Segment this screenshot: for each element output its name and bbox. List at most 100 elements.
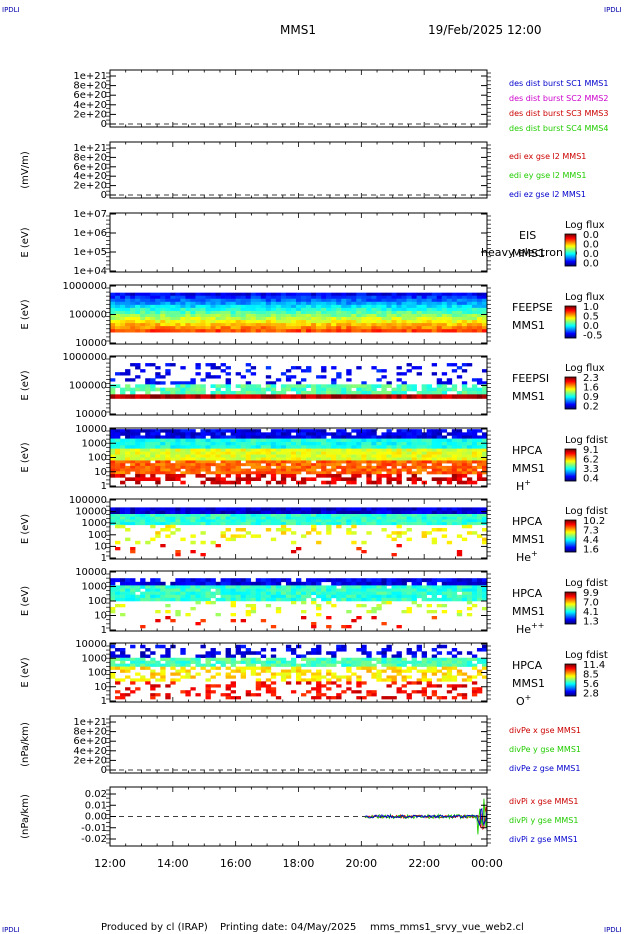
spectrogram-cell-hpca-he-2811	[255, 522, 262, 526]
spectrogram-cell-feepse-804	[416, 326, 422, 330]
spectrogram-cell-hpca-h-2447	[200, 480, 206, 485]
spectrogram-cell-feepse-952	[476, 301, 483, 306]
spectrogram-cell-hpca-hepp-3454	[336, 597, 342, 602]
spectrogram-cell-hpca-h-1819	[150, 454, 156, 458]
spectrogram-cell-hpca-o-3710	[200, 654, 206, 659]
spectrogram-cell-feepse-569	[326, 323, 332, 327]
colorbar-step-eis-0	[565, 234, 576, 236]
spectrogram-cell-feepse-400	[260, 323, 267, 327]
spectrogram-cell-hpca-h-2155	[185, 463, 191, 467]
spectrogram-cell-hpca-he-2726	[150, 519, 156, 523]
spectrogram-cell-hpca-h-2240	[280, 463, 287, 467]
spectrogram-cell-hpca-h-2041	[431, 448, 438, 452]
spectrogram-cell-hpca-hepp-3565	[451, 597, 458, 602]
spectrogram-cell-feepse-50	[125, 326, 131, 330]
spectrogram-cell-feepse-724	[386, 320, 392, 324]
spectrogram-cell-hpca-h-1840	[175, 457, 181, 461]
spectrogram-cell-feepsi-1209	[331, 387, 337, 392]
spectrogram-cell-hpca-he-3026	[245, 531, 252, 535]
spectrogram-cell-hpca-h-1652	[260, 445, 267, 449]
spectrogram-cell-feepse-665	[366, 298, 372, 303]
spectrogram-cell-hpca-o-3721	[235, 644, 241, 649]
spectrogram-cell-feepsi-1357	[471, 394, 478, 399]
spectrogram-cell-hpca-h-2238	[275, 471, 282, 475]
spectrogram-cell-feepse-828	[426, 320, 433, 324]
spectrogram-cell-hpca-he-2708	[130, 514, 136, 517]
spectrogram-cell-hpca-h-2417	[481, 463, 488, 467]
spectrogram-cell-hpca-o-3687	[115, 654, 121, 659]
spectrogram-cell-hpca-h-2298	[346, 465, 352, 469]
spectrogram-cell-feepsi-1176	[265, 387, 272, 392]
spectrogram-cell-hpca-o-3759	[366, 651, 372, 655]
spectrogram-cell-hpca-o-3921	[361, 660, 367, 664]
spectrogram-cell-feepsi-1019	[210, 375, 216, 379]
spectrogram-cell-hpca-h-2423	[120, 474, 126, 478]
spectrogram-cell-hpca-hepp-3420	[301, 585, 307, 589]
spectrogram-cell-feepse-683	[371, 313, 377, 318]
spectrogram-cell-feepse-634	[351, 323, 357, 327]
spectrogram-cell-hpca-hepp-3132	[200, 581, 206, 586]
spectrogram-cell-hpca-h-1680	[311, 438, 317, 443]
spectrogram-cell-hpca-hepp-3387	[265, 591, 272, 596]
spectrogram-cell-feepse-143	[165, 292, 171, 297]
spectrogram-cell-feepse-217	[190, 320, 196, 324]
spectrogram-cell-feepse-390	[260, 292, 267, 297]
spectrogram-cell-hpca-he-2918	[391, 519, 397, 523]
spectrogram-cell-hpca-h-1398	[175, 435, 181, 439]
spectrogram-cell-feepsi-1237	[381, 387, 387, 392]
spectrogram-cell-hpca-he-2834	[285, 519, 292, 523]
spectrogram-cell-hpca-h-1919	[275, 454, 282, 458]
spectrogram-cell-hpca-h-1886	[235, 451, 241, 455]
spectrogram-cell-feepse-280	[215, 313, 221, 318]
spectrogram-cell-hpca-he-2826	[275, 519, 282, 523]
spectrogram-cell-hpca-o-3788	[471, 654, 478, 659]
spectrogram-cell-hpca-h-1364	[115, 432, 121, 436]
spectrogram-cell-feepse-607	[341, 320, 347, 324]
spectrogram-cell-feepsi-1329	[331, 394, 337, 399]
spectrogram-cell-hpca-h-2351	[406, 465, 412, 469]
spectrogram-cell-hpca-hepp-3494	[376, 597, 382, 602]
spectrogram-cell-feepsi-1338	[376, 394, 382, 399]
spectrogram-cell-hpca-h-1483	[336, 429, 342, 433]
spectrogram-cell-hpca-h-2527	[446, 477, 453, 481]
spectrogram-cell-feepsi-1010	[195, 363, 201, 367]
spectrogram-cell-feepse-689	[376, 292, 382, 297]
spectrogram-cell-feepsi-1354	[456, 394, 463, 399]
spectrogram-cell-hpca-hepp-3144	[235, 578, 241, 583]
spectrogram-cell-hpca-o-3698	[150, 651, 156, 655]
spectrogram-cell-hpca-hepp-3193	[371, 581, 377, 586]
spectrogram-cell-hpca-h-1673	[295, 445, 302, 449]
spectrogram-cell-hpca-he-2882	[346, 519, 352, 523]
spectrogram-cell-feepsi-1152	[215, 391, 221, 395]
spectrogram-cell-hpca-h-1701	[346, 438, 352, 443]
spectrogram-cell-hpca-h-1871	[215, 454, 221, 458]
spectrogram-cell-hpca-he-2693	[110, 516, 116, 520]
spectrogram-cell-feepse-110	[150, 310, 156, 315]
spectrogram-cell-hpca-hepp-3671	[311, 622, 317, 626]
spectrogram-cell-feepse-516	[306, 320, 312, 324]
spectrogram-cell-feepse-213	[190, 307, 196, 312]
spectrogram-cell-hpca-hepp-3175	[326, 578, 332, 583]
spectrogram-cell-feepse-601	[341, 301, 347, 306]
spectrogram-cell-feepsi-1062	[346, 372, 352, 376]
spectrogram-cell-feepsi-1248	[401, 391, 407, 395]
spectrogram-cell-hpca-h-1461	[290, 435, 297, 439]
spectrogram-cell-hpca-he-2749	[180, 516, 186, 520]
spectrogram-cell-feepse-18	[115, 307, 121, 312]
spectrogram-cell-feepse-428	[270, 329, 277, 333]
spectrogram-cell-hpca-h-2247	[285, 471, 292, 475]
spectrogram-cell-feepse-902	[456, 307, 463, 312]
spectrogram-cell-hpca-he-2639	[351, 510, 357, 515]
spectrogram-cell-feepsi-1356	[466, 394, 473, 399]
spectrogram-cell-hpca-h-1958	[326, 451, 332, 455]
spectrogram-cell-hpca-h-1375	[135, 432, 141, 436]
spectrogram-cell-hpca-h-2359	[416, 463, 422, 467]
spectrogram-cell-hpca-h-2387	[446, 471, 453, 475]
spectrogram-cell-hpca-he-2876	[341, 514, 347, 517]
spectrogram-cell-hpca-he-2970	[456, 519, 463, 523]
spectrogram-cell-feepse-437	[275, 317, 282, 321]
spectrogram-cell-feepse-449	[280, 313, 287, 318]
spectrogram-cell-hpca-h-2092	[115, 465, 121, 469]
spectrogram-cell-feepse-522	[311, 298, 317, 303]
spectrogram-cell-hpca-hepp-3185	[351, 581, 357, 586]
